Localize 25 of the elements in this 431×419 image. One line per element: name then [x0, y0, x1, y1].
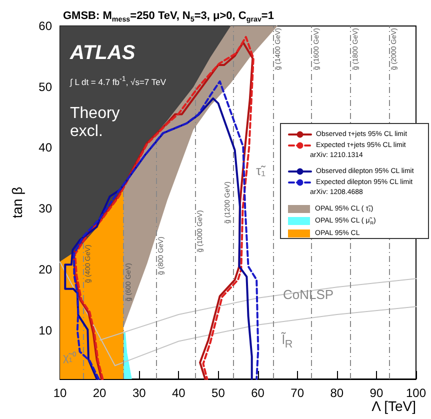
annotation: ∫ L dt = 4.7 fb$^{-1}$, √s=7 TeV [70, 75, 166, 88]
x-tick-label: 50 [212, 386, 226, 400]
x-tick-label: 10 [53, 386, 67, 400]
x-tick-label: 90 [370, 386, 384, 400]
annotation: CoNLSP [283, 287, 334, 302]
y-tick-label: 50 [38, 80, 52, 94]
annotation: τ̃₁ [256, 163, 266, 178]
x-tick-label: 30 [132, 386, 146, 400]
y-tick-label: 60 [38, 19, 52, 33]
y-tick-label: 10 [38, 323, 52, 338]
annotation: χ̃₁⁰ [63, 352, 76, 364]
x-tick-label: 40 [172, 386, 186, 400]
annotation: Theory excl. [70, 105, 121, 140]
y-tick-label: 30 [38, 202, 52, 216]
x-tick-label: 80 [330, 386, 344, 400]
y-tick-label: 20 [38, 262, 52, 276]
annotation: ATLAS [70, 42, 136, 64]
annotation: l̃$_{R}$ [282, 332, 293, 352]
x-axis-title: Λ [TeV] [372, 398, 416, 414]
x-tick-label: 100 [406, 386, 426, 400]
y-axis-title: tan β [9, 186, 25, 218]
x-tick-label: 70 [290, 386, 304, 400]
x-tick-label: 60 [251, 386, 265, 400]
x-tick-label: 20 [92, 386, 107, 400]
y-tick-label: 40 [38, 140, 52, 155]
